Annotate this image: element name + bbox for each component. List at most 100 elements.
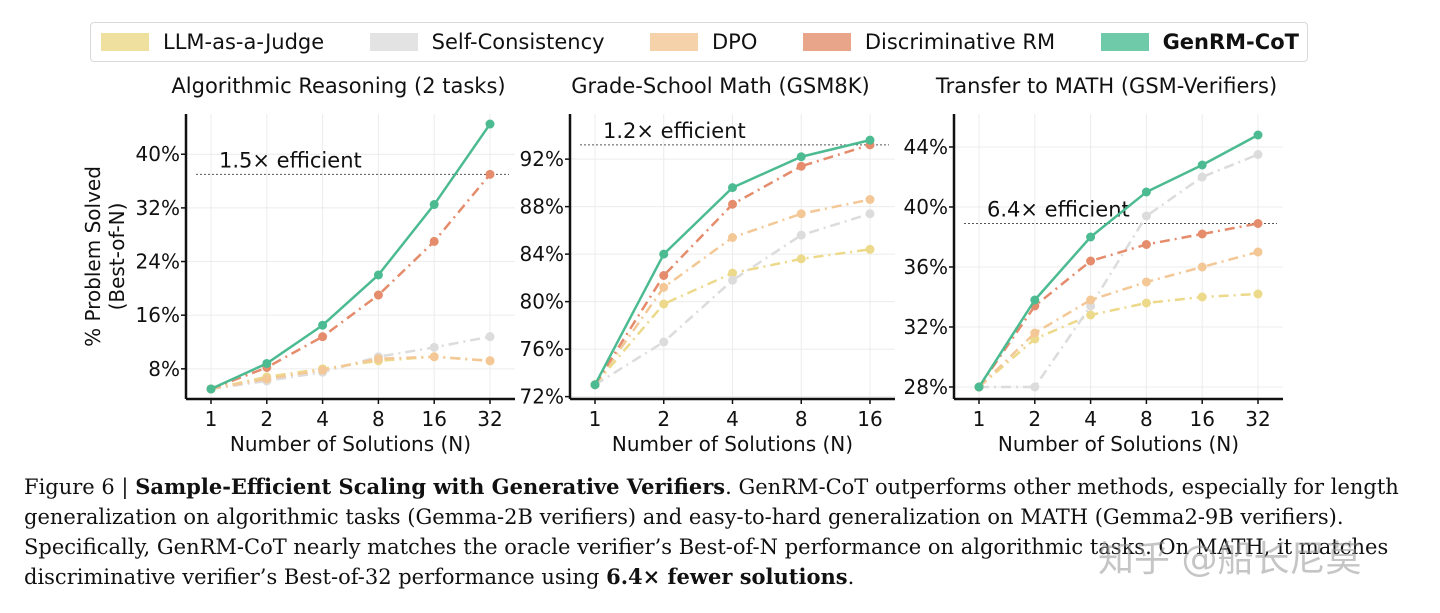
x-tick-label: 16 <box>421 407 446 431</box>
data-point <box>1253 247 1263 257</box>
data-point <box>206 384 216 394</box>
data-point <box>318 320 328 330</box>
data-point <box>865 135 875 145</box>
x-tick-label: 8 <box>372 407 385 431</box>
y-tick-label: 32% <box>136 196 180 220</box>
data-point <box>485 332 495 342</box>
chart-title: Grade-School Math (GSM8K) <box>571 74 869 98</box>
data-point <box>865 195 875 204</box>
y-tick-label: 40% <box>136 142 180 166</box>
data-point <box>485 169 495 179</box>
legend-swatch <box>101 33 149 51</box>
x-axis-label: Number of Solutions (N) <box>612 432 853 456</box>
x-tick-label: 4 <box>316 407 329 431</box>
x-axis-label: Number of Solutions (N) <box>998 432 1239 456</box>
data-point <box>485 119 495 129</box>
legend-swatch <box>650 33 699 51</box>
legend: LLM-as-a-Judge Self-Consistency DPO Discrim… <box>90 22 1308 62</box>
data-point <box>796 209 806 219</box>
caption-prefix: Figure 6 | <box>24 475 136 499</box>
data-point <box>262 374 272 384</box>
legend-item-4: GenRM-CoT <box>1100 30 1299 54</box>
data-point <box>796 254 806 264</box>
series-line-discriminative-rm <box>977 222 1259 388</box>
data-point <box>1197 172 1207 182</box>
data-point <box>318 365 328 375</box>
watermark: 知乎 @船长尼莫 <box>1098 539 1362 580</box>
data-point <box>1141 187 1151 197</box>
x-tick-label: 8 <box>1140 407 1153 431</box>
data-point <box>373 290 383 300</box>
data-point <box>1141 211 1151 221</box>
data-point <box>728 268 737 278</box>
data-point <box>1197 229 1207 239</box>
series-line-self-consistency <box>979 153 1259 389</box>
x-tick-label: 4 <box>1084 407 1097 431</box>
data-point <box>728 275 737 285</box>
y-tick-label: 80% <box>520 290 564 314</box>
data-point <box>865 244 875 254</box>
data-point <box>1253 219 1263 228</box>
data-point <box>1253 289 1263 299</box>
legend-item-0: LLM-as-a-Judge <box>101 30 324 54</box>
x-tick-label: 32 <box>477 407 502 431</box>
legend-item-3: Discriminative RM <box>802 30 1056 54</box>
y-tick-label: 32% <box>904 315 948 339</box>
x-tick-label: 16 <box>857 407 882 431</box>
data-point <box>429 200 439 210</box>
chart-title: Algorithmic Reasoning (2 tasks) <box>171 74 505 98</box>
y-tick-label: 16% <box>136 303 180 327</box>
data-point <box>373 270 383 280</box>
x-tick-label: 2 <box>260 407 273 431</box>
efficiency-annotation: 1.2× efficient <box>603 119 746 143</box>
charts-area: Algorithmic Reasoning (2 tasks) 8% 16% 24% 3… <box>81 74 1283 456</box>
y-tick-label: 28% <box>904 375 948 399</box>
y-axis-label: (Best-of-N) <box>105 203 129 311</box>
data-point <box>429 342 439 352</box>
series-line-llm-as-a-judge <box>978 292 1259 388</box>
data-point <box>659 249 669 259</box>
series-line-dpo <box>978 250 1259 388</box>
data-point <box>728 183 737 193</box>
data-point <box>1141 277 1151 287</box>
data-point <box>590 380 600 390</box>
data-point <box>865 209 875 219</box>
data-point <box>485 356 495 366</box>
data-point <box>373 354 383 364</box>
data-point <box>796 161 806 171</box>
x-tick-label: 32 <box>1245 407 1270 431</box>
legend-swatch <box>802 33 851 51</box>
y-tick-label: 76% <box>520 337 564 361</box>
x-tick-label: 4 <box>726 407 739 431</box>
data-point <box>318 332 328 342</box>
data-point <box>1253 150 1263 159</box>
y-tick-label: 72% <box>520 385 564 409</box>
legend-label: LLM-as-a-Judge <box>163 30 325 54</box>
y-tick-label: 36% <box>904 255 948 279</box>
efficiency-annotation: 6.4× efficient <box>987 198 1130 222</box>
data-point <box>1197 292 1207 302</box>
y-tick-label: 8% <box>148 357 180 381</box>
chart-panel-2: Transfer to MATH (GSM-Verifiers) 28% 32% 36… <box>904 74 1283 456</box>
y-axis-label: % Problem Solved <box>81 166 105 347</box>
data-point <box>728 233 737 242</box>
x-tick-label: 1 <box>205 407 218 431</box>
data-point <box>796 230 806 240</box>
legend-label: Discriminative RM <box>864 30 1056 54</box>
caption-end: . <box>847 565 855 589</box>
data-point <box>796 152 806 162</box>
data-point <box>1086 232 1096 242</box>
x-axis-label: Number of Solutions (N) <box>230 432 471 456</box>
y-tick-label: 92% <box>520 147 564 171</box>
x-tick-label: 2 <box>657 407 670 431</box>
data-point <box>659 299 669 309</box>
legend-label: DPO <box>712 30 758 54</box>
data-point <box>1086 256 1096 266</box>
chart-panel-1: Grade-School Math (GSM8K) 72% 76% 80% 84% 88%… <box>520 74 895 456</box>
caption-text: . GenRM-CoT outperforms other methods, e… <box>24 475 1399 589</box>
x-tick-label: 2 <box>1028 407 1041 431</box>
data-point <box>1141 298 1151 308</box>
data-point <box>659 282 669 292</box>
data-point <box>1141 240 1151 249</box>
y-tick-label: 44% <box>904 135 948 159</box>
